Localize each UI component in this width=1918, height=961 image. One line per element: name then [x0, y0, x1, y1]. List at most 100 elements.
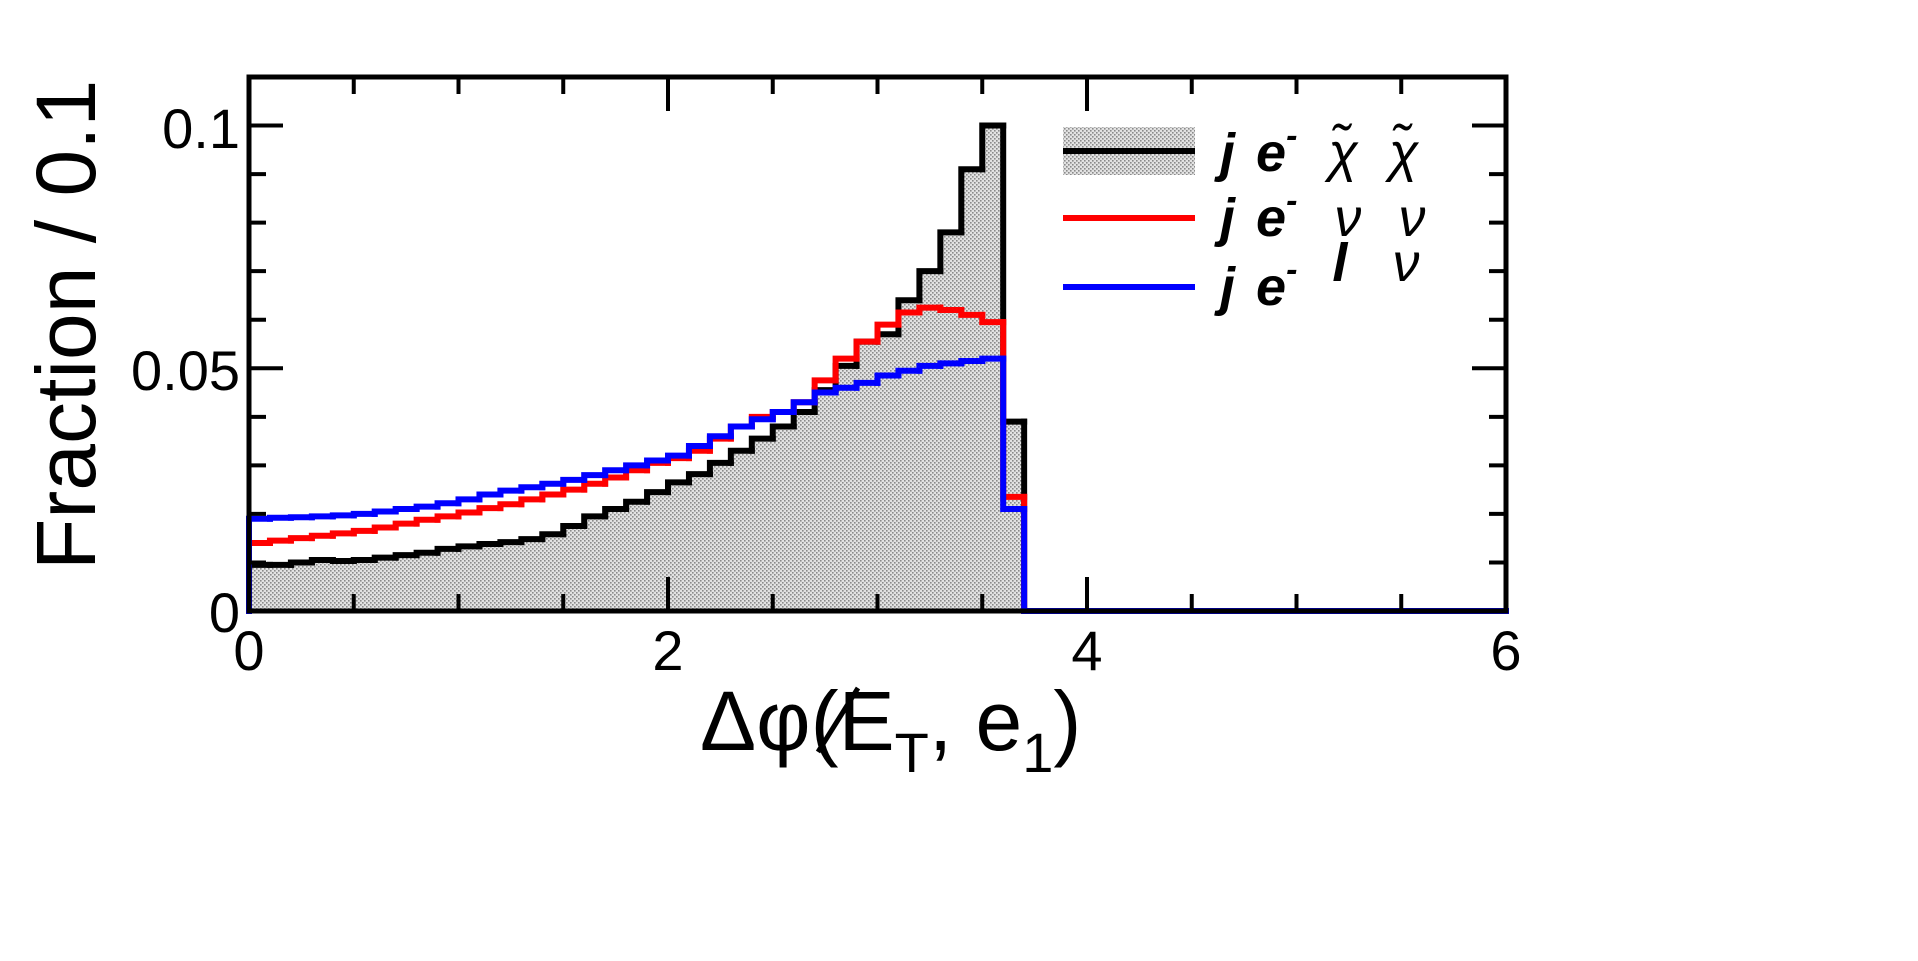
- legend-entry-lnu: j e- l ν: [1063, 233, 1419, 317]
- legend-j-lnu: j: [1214, 257, 1236, 317]
- legend-b-chi: χ̃: [1385, 123, 1420, 183]
- series-lnu-bin-32: [916, 362, 944, 374]
- series-nunu-bin-33: [937, 304, 965, 314]
- series-lnu-bin-22: [706, 433, 734, 449]
- series-nunu-bin-34: [958, 307, 986, 318]
- series-nunu-bin-5: [350, 527, 378, 537]
- x-axis-title-suffix: ): [1053, 674, 1081, 768]
- series-chi-bin-37: [1021, 418, 1049, 614]
- series-lnu-bin-25: [769, 408, 797, 423]
- legend: j e- χ̃ χ̃ j e- ν ν j e- l: [1063, 99, 1425, 317]
- legend-entry-chi: j e- χ̃ χ̃: [1063, 99, 1420, 183]
- series-lnu-bin-8: [413, 503, 441, 513]
- series-chi-bin-17: [602, 506, 630, 520]
- axis-ticks: [247, 75, 1508, 613]
- series-chi-bin-5: [350, 557, 378, 564]
- series-nunu-bin-37: [1021, 493, 1049, 614]
- x-tick-label-2: 2: [652, 619, 683, 682]
- series-nunu-bin-22: [706, 435, 734, 454]
- svg-text:j e- ν: j e- ν ν: [1214, 164, 1425, 248]
- legend-e-chi: e: [1256, 123, 1286, 183]
- series-chi-bin-12: [497, 539, 525, 548]
- y-tick-label-0.05: 0.05: [131, 339, 240, 402]
- series-lnu-bin-29: [853, 379, 881, 391]
- series-nunu-bin-19: [644, 459, 671, 474]
- series-chi-bin-36: [1000, 122, 1028, 425]
- series-chi-bin-4: [329, 557, 357, 564]
- series-nunu-bin-16: [581, 480, 609, 493]
- series-nunu-bin-21: [685, 447, 713, 462]
- legend-sup-nunu: -: [1286, 182, 1297, 220]
- legend-b-nunu: ν: [1398, 188, 1425, 248]
- x-axis-title: Δφ(ET, e1): [700, 674, 1081, 784]
- series-lnu-bin-12: [497, 487, 525, 498]
- series-lnu-bin-9: [434, 500, 462, 510]
- met-slash: [815, 686, 861, 754]
- series-nunu-bin-7: [392, 520, 420, 531]
- series-nunu-bin-10: [455, 509, 483, 520]
- x-axis-title-e-sub: 1: [1022, 721, 1053, 784]
- series-chi-fill: [249, 125, 1506, 611]
- legend-e-nunu: e: [1256, 188, 1286, 248]
- y-tick-label-0.1: 0.1: [162, 97, 240, 160]
- series-lnu-bin-11: [476, 491, 504, 503]
- series-nunu-bin-2: [287, 535, 315, 544]
- legend-j-nunu: j: [1214, 188, 1236, 248]
- svg-text:j e-: j e- l ν: [1214, 233, 1419, 317]
- series-lnu-bin-15: [560, 476, 588, 487]
- series-chi-bin-24: [748, 435, 776, 454]
- series-chi-bin-22: [706, 459, 734, 478]
- series-chi-bin-20: [665, 479, 692, 496]
- series-nunu-bin-1: [266, 537, 294, 547]
- series-lnu-bin-24: [748, 416, 776, 430]
- series-lnu-bin-5: [350, 510, 378, 519]
- series-lnu-bin-30: [874, 372, 902, 386]
- series-lnu-bin-1: [266, 514, 294, 522]
- series-nunu-bin-8: [413, 516, 441, 527]
- series-chi-bin-3: [308, 557, 336, 566]
- legend-b-lnu: l: [1332, 233, 1348, 293]
- series-chi-bin-23: [727, 447, 755, 466]
- series-chi-bin-18: [623, 498, 651, 513]
- series-nunu-bin-12: [497, 501, 525, 512]
- series-nunu-bin-31: [895, 309, 923, 328]
- legend-entry-nunu: j e- ν ν: [1063, 164, 1425, 248]
- series-chi-bin-33: [937, 229, 965, 275]
- svg-text:j e- χ̃: j e- χ̃ χ̃: [1214, 99, 1420, 183]
- series-nunu-bin-17: [602, 474, 630, 487]
- y-axis-title: Fraction / 0.1: [19, 80, 113, 570]
- series-lnu-bin-36: [1000, 355, 1028, 513]
- series-nunu-bin-14: [539, 491, 567, 503]
- series-chi-bin-32: [916, 268, 944, 304]
- x-tick-label-0: 0: [233, 619, 264, 682]
- series-chi: [246, 122, 1509, 614]
- series-chi-bin-25: [769, 423, 797, 442]
- series-chi-bin-7: [392, 552, 420, 561]
- series-lnu-bin-16: [581, 472, 609, 483]
- series-lnu-bin-18: [623, 462, 651, 474]
- series-nunu-bin-4: [329, 530, 357, 539]
- series-chi-bin-2: [287, 559, 315, 568]
- series-chi-bin-34: [958, 166, 986, 236]
- series-lnu-bin-10: [455, 496, 483, 507]
- legend-j-chi: j: [1214, 123, 1236, 183]
- legend-e-lnu: e: [1256, 257, 1286, 317]
- series-nunu-bin-28: [832, 355, 860, 384]
- series-nunu-bin-6: [371, 524, 399, 534]
- series-chi-bin-11: [476, 541, 504, 550]
- legend-sup-lnu: -: [1286, 251, 1297, 289]
- series-lnu-bin-3: [308, 513, 336, 521]
- series-chi-bin-9: [434, 545, 462, 556]
- series-lnu-bin-14: [539, 480, 567, 491]
- series-chi-bin-19: [644, 489, 671, 505]
- x-tick-label-6: 6: [1490, 619, 1521, 682]
- series-nunu-bin-35: [979, 311, 1007, 326]
- series-nunu-bin-3: [308, 532, 336, 542]
- legend-a-chi: χ̃: [1324, 123, 1359, 183]
- series-nunu-bin-30: [874, 321, 902, 345]
- series-nunu-bin-29: [853, 338, 881, 362]
- series-lnu-bin-27: [811, 389, 839, 406]
- series-lnu-bin-37: [1021, 506, 1049, 614]
- series-chi-bin-10: [455, 543, 483, 552]
